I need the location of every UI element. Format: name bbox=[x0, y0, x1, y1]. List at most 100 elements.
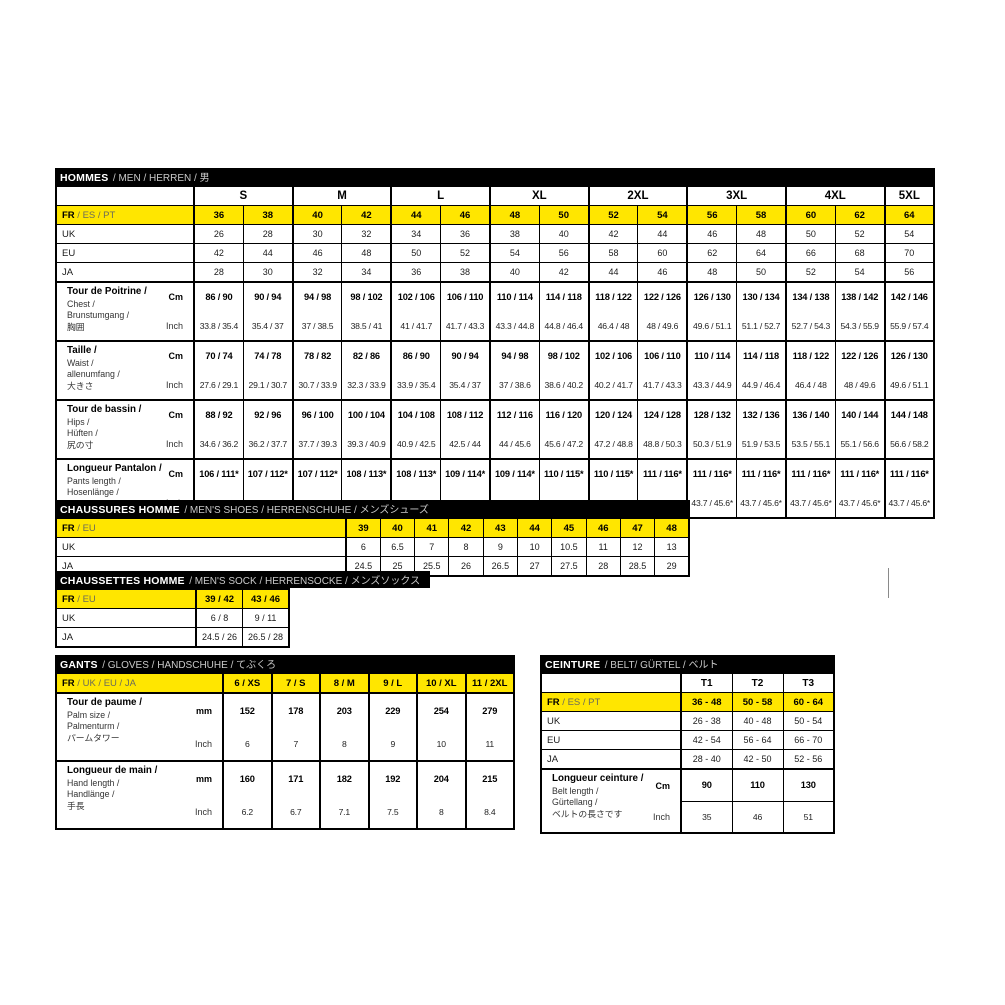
measure-value-cell: 111 / 116* 43.7 / 45.6* bbox=[883, 458, 935, 519]
measure-value-cell: 204 8 bbox=[416, 760, 466, 830]
value-inch: 8 bbox=[341, 738, 347, 749]
measure-value-cell: 96 / 100 37.7 / 39.3 bbox=[291, 399, 343, 460]
size-value-cell: 54 bbox=[637, 205, 688, 225]
size-value-cell: 7 / S bbox=[270, 672, 321, 694]
row-label-cell: JA bbox=[55, 262, 195, 283]
size-value-cell: 70 bbox=[883, 243, 935, 263]
size-value-cell: 28 bbox=[192, 262, 244, 283]
measure-value-pair: 102 / 106 41 / 41.7 bbox=[393, 284, 439, 340]
size-value-cell: 34 bbox=[341, 262, 392, 283]
measure-value-cell: 70 / 74 27.6 / 29.1 bbox=[192, 340, 244, 401]
value-cm: 229 bbox=[385, 705, 401, 716]
size-value-cell: 60 - 64 bbox=[782, 692, 835, 712]
measure-label-line: 尻の寸 bbox=[67, 439, 94, 450]
value-cm: 160 bbox=[239, 773, 255, 784]
measure-value-cell: 104 / 108 40.9 / 42.5 bbox=[390, 399, 442, 460]
measure-label-cell: Tour de bassin / Hips / Hüften / 尻の寸 Cm Inch bbox=[55, 399, 195, 460]
size-value-cell: 9 / L bbox=[367, 672, 418, 694]
measure-value-pair: 96 / 100 37.7 / 39.3 bbox=[295, 402, 341, 458]
measure-label-line: allenumfang / bbox=[67, 369, 120, 380]
size-value-cell: 6 bbox=[344, 537, 381, 557]
size-value-cell: 38 bbox=[440, 262, 491, 283]
theader-row: T1 T2 T3 bbox=[540, 672, 835, 693]
row-label-cell: EU bbox=[55, 243, 195, 263]
value-cm: 111 / 116* bbox=[741, 469, 781, 480]
value-cm: 110 / 115* bbox=[593, 469, 634, 480]
measure-value-cell: 100 / 104 39.3 / 40.9 bbox=[341, 399, 392, 460]
value-cm: 111 / 116* bbox=[692, 469, 732, 480]
yellow-row: FR / ES / PT 36 - 48 50 - 58 60 - 64 bbox=[540, 692, 835, 712]
value-inch: 44 / 45.6 bbox=[499, 438, 531, 449]
plain-row: EU 42 - 54 56 - 64 66 - 70 bbox=[540, 730, 835, 750]
value-inch: 43.7 / 45.6* bbox=[790, 497, 832, 508]
measure-label-line: Hips / bbox=[67, 416, 90, 427]
size-value-cell: 64 bbox=[736, 243, 787, 263]
belt-title-secondary: / BELT/ GÜRTEL / ベルト bbox=[604, 660, 719, 671]
value-inch: 51.9 / 53.5 bbox=[741, 438, 781, 449]
value-cm: 110 bbox=[750, 780, 765, 791]
size-value-cell: 62 bbox=[686, 243, 738, 263]
value-inch: 37 / 38.6 bbox=[499, 379, 531, 390]
size-value-cell: 46 bbox=[686, 224, 738, 244]
measure-label-line: Belt length / bbox=[552, 785, 599, 796]
row-label-cell: FR / ES / PT bbox=[55, 205, 195, 225]
measure-label-line: Longueur ceinture / bbox=[552, 773, 644, 784]
size-group-header: XL bbox=[488, 185, 590, 206]
row-label-cell: FR / ES / PT bbox=[540, 692, 682, 712]
size-value-cell: 42 bbox=[192, 243, 244, 263]
value-cm: 82 / 86 bbox=[352, 351, 380, 362]
measure-value-pair: 132 / 136 51.9 / 53.5 bbox=[738, 402, 785, 458]
value-cm: 215 bbox=[482, 773, 498, 784]
unit-labels: Cm Inch bbox=[166, 284, 192, 340]
value-cm: 124 / 128 bbox=[643, 410, 681, 421]
size-value-cell: 34 bbox=[390, 224, 442, 244]
row-label-cell: EU bbox=[540, 730, 682, 750]
value-inch: 33.9 / 35.4 bbox=[397, 379, 436, 390]
size-value-cell: 29 bbox=[654, 556, 690, 577]
measure-label-line: Handlänge / bbox=[67, 789, 115, 800]
value-cm: 109 / 114* bbox=[494, 469, 535, 480]
value-inch: 42.5 / 44 bbox=[449, 438, 481, 449]
stray-vertical-line bbox=[888, 568, 889, 598]
measure-value-pair: 215 8.4 bbox=[467, 763, 513, 828]
unit-top-label: Cm bbox=[168, 292, 183, 303]
value-cm: 152 bbox=[239, 705, 255, 716]
row-label-secondary: / UK / EU / JA bbox=[74, 677, 136, 689]
size-value-cell: 68 bbox=[834, 243, 886, 263]
value-cm: 111 / 116* bbox=[642, 469, 682, 480]
value-cm: 104 / 108 bbox=[397, 410, 435, 421]
measure-value-pair: 86 / 90 33.9 / 35.4 bbox=[393, 343, 439, 399]
value-cm: 106 / 111* bbox=[199, 469, 239, 480]
row-label-cell: FR / EU bbox=[55, 588, 197, 609]
size-value-cell: 36 bbox=[440, 224, 491, 244]
unit-top-label: mm bbox=[195, 705, 212, 716]
value-cm: 86 / 90 bbox=[205, 292, 233, 303]
measure-label-line: Pants length / bbox=[67, 475, 121, 486]
measure-label-lines: Tour de paume / Palm size / Palmenturm / パー… bbox=[62, 695, 142, 760]
value-inch: 48.8 / 50.3 bbox=[643, 438, 682, 449]
measure-value-cell: 126 / 130 49.6 / 51.1 bbox=[686, 281, 738, 342]
unit-labels: Cm Inch bbox=[166, 343, 192, 399]
value-inch: 38.6 / 40.2 bbox=[544, 379, 584, 390]
measure-label-wrap: Longueur de main / Hand length / Handlänge… bbox=[62, 763, 221, 828]
size-value-cell: 9 bbox=[482, 537, 518, 557]
row-label-secondary: / ES / PT bbox=[74, 209, 116, 221]
size-value-cell: 43 bbox=[482, 517, 518, 538]
value-cm: 94 / 98 bbox=[304, 292, 332, 303]
measure-value-pair: 140 / 144 55.1 / 56.6 bbox=[836, 402, 883, 458]
unit-top-label: Cm bbox=[168, 469, 183, 480]
value-inch: 29.1 / 30.7 bbox=[248, 379, 288, 390]
size-value-cell: 40 - 48 bbox=[731, 711, 784, 731]
measure-label-line: Tour de bassin / bbox=[67, 404, 142, 415]
value-inch: 7 bbox=[293, 738, 299, 749]
measure-label-line: Hand length / bbox=[67, 777, 120, 788]
value-cm: 98 / 102 bbox=[350, 292, 383, 303]
measure-value-pair: 142 / 146 55.9 / 57.4 bbox=[887, 284, 933, 340]
value-inch: 43.3 / 44.9 bbox=[692, 379, 732, 390]
size-value-cell: 50 - 58 bbox=[731, 692, 784, 712]
measure-label-wrap: Tour de Poitrine / Chest / Brunstumgang / 胸… bbox=[62, 284, 192, 340]
measure-label-line: Palm size / bbox=[67, 709, 111, 720]
size-value-cell: 40 bbox=[538, 224, 590, 244]
